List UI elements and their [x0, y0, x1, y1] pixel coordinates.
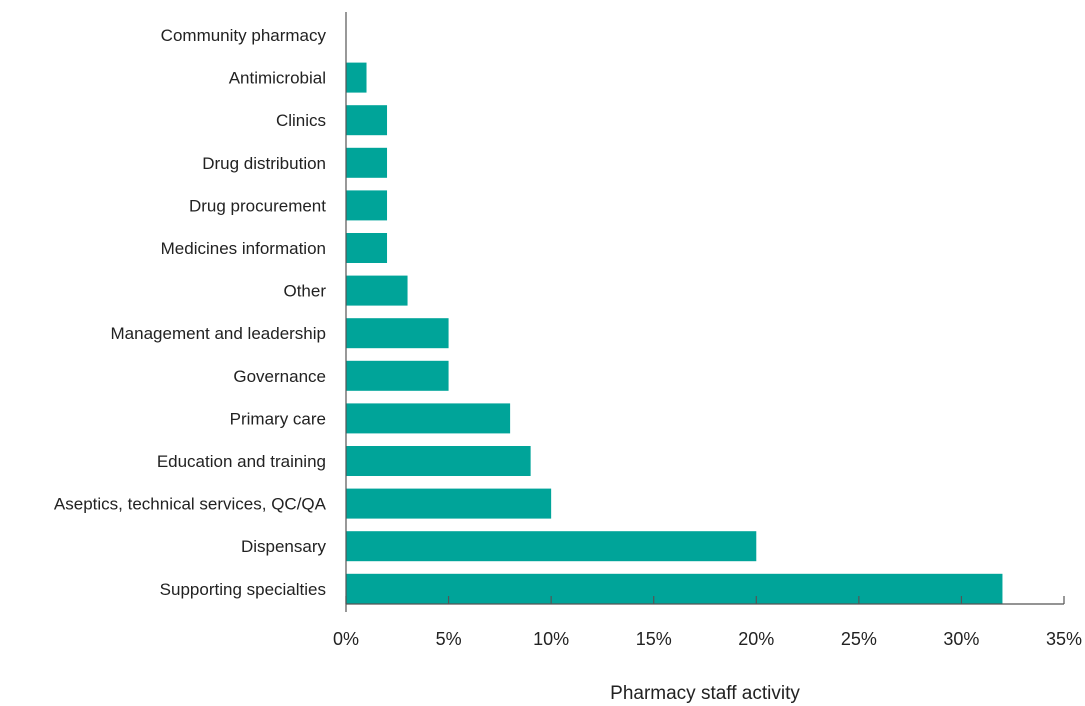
bar-governance [346, 360, 449, 391]
x-axis-title: Pharmacy staff activity [610, 683, 800, 704]
x-tick-label: 35% [1046, 629, 1082, 649]
x-axis-ticks: 0% 5% 10% 15% 20% 25% 30% 35% [333, 596, 1082, 649]
bar-supporting-specialties [346, 573, 1003, 604]
x-tick-label: 10% [533, 629, 569, 649]
bar-education-and-training [346, 446, 531, 476]
x-tick-label: 20% [738, 629, 774, 649]
bar-medicines-information [346, 233, 388, 263]
category-label-dispensary: Dispensary [241, 537, 327, 556]
bar-other [346, 275, 408, 306]
x-tick-label: 0% [333, 629, 359, 649]
category-label-medicines-information: Medicines information [161, 239, 326, 258]
category-label-aseptics-technical-services-qc-qa: Aseptics, technical services, QC/QA [54, 495, 327, 514]
x-tick-label: 25% [841, 629, 877, 649]
bar-clinics [346, 105, 388, 136]
bar-drug-distribution [346, 147, 388, 178]
bar-antimicrobial [346, 62, 367, 93]
bar-drug-procurement [346, 190, 388, 221]
bar-dispensary [346, 531, 757, 562]
x-tick-label: 5% [436, 629, 462, 649]
category-label-primary-care: Primary care [230, 409, 326, 428]
bar-primary-care [346, 403, 511, 434]
category-labels: Community pharmacy Antimicrobial Clinics Dr… [54, 26, 327, 599]
bar-aseptics-technical-services-qc-qa [346, 488, 552, 519]
x-tick-label: 15% [636, 629, 672, 649]
category-label-antimicrobial: Antimicrobial [229, 69, 326, 88]
category-label-other: Other [283, 282, 326, 301]
category-label-drug-procurement: Drug procurement [189, 196, 326, 215]
x-tick-label: 30% [943, 629, 979, 649]
category-label-supporting-specialties: Supporting specialties [160, 580, 326, 599]
category-label-governance: Governance [233, 367, 326, 386]
category-label-community-pharmacy: Community pharmacy [161, 26, 327, 45]
bar-management-and-leadership [346, 318, 449, 349]
bars-group [346, 62, 1003, 604]
category-label-clinics: Clinics [276, 111, 326, 130]
category-label-management-and-leadership: Management and leadership [111, 324, 326, 343]
category-label-drug-distribution: Drug distribution [202, 154, 326, 173]
category-label-education-and-training: Education and training [157, 452, 326, 471]
